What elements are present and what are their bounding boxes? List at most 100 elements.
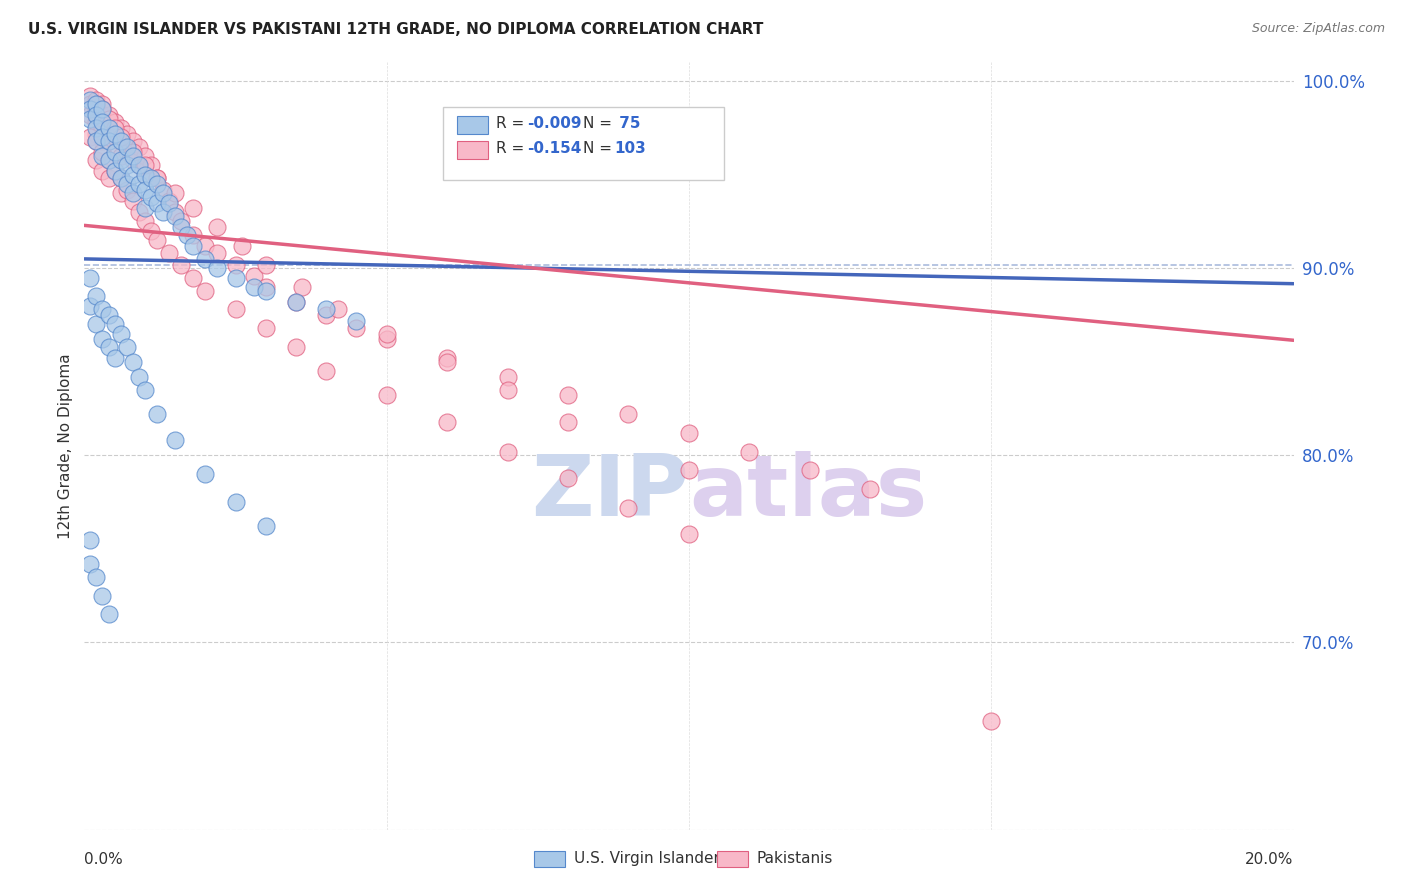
- Point: [285, 294, 308, 309]
- Point: [79, 112, 101, 126]
- Point: [496, 383, 519, 397]
- Point: [97, 112, 120, 126]
- Point: [79, 93, 101, 107]
- Point: [91, 332, 114, 346]
- Point: [115, 139, 138, 153]
- Point: [165, 209, 187, 223]
- Point: [97, 607, 120, 622]
- Point: [291, 280, 314, 294]
- Text: R =: R =: [496, 116, 530, 130]
- Point: [557, 388, 579, 402]
- Point: [79, 557, 101, 571]
- Point: [496, 369, 519, 384]
- Point: [134, 168, 156, 182]
- Point: [104, 164, 127, 178]
- Point: [115, 340, 138, 354]
- Point: [134, 383, 156, 397]
- Point: [79, 102, 101, 116]
- Text: N =: N =: [583, 116, 617, 130]
- Point: [115, 183, 138, 197]
- Text: 103: 103: [614, 141, 647, 155]
- Point: [146, 233, 169, 247]
- Point: [242, 280, 264, 294]
- Point: [104, 351, 127, 365]
- Point: [79, 299, 101, 313]
- Point: [86, 134, 108, 148]
- Text: Pakistanis: Pakistanis: [756, 851, 832, 865]
- Point: [315, 364, 337, 378]
- Point: [97, 120, 120, 135]
- Point: [165, 434, 187, 448]
- Point: [436, 415, 458, 429]
- Point: [157, 246, 180, 260]
- Point: [436, 351, 458, 365]
- Point: [110, 153, 132, 167]
- Point: [104, 130, 127, 145]
- Point: [146, 177, 169, 191]
- Point: [194, 252, 217, 266]
- Point: [207, 246, 229, 260]
- Point: [79, 130, 101, 145]
- Point: [157, 195, 180, 210]
- Point: [86, 108, 108, 122]
- Point: [86, 115, 108, 129]
- Point: [134, 149, 156, 163]
- Point: [91, 302, 114, 317]
- Point: [157, 194, 180, 208]
- Point: [181, 239, 204, 253]
- Point: [254, 280, 277, 294]
- Point: [315, 308, 337, 322]
- Point: [181, 227, 204, 242]
- Point: [375, 388, 398, 402]
- Point: [91, 96, 114, 111]
- Point: [181, 270, 204, 285]
- Point: [170, 258, 193, 272]
- Point: [557, 415, 579, 429]
- Point: [104, 115, 127, 129]
- Point: [115, 127, 138, 141]
- Point: [86, 102, 108, 116]
- Point: [97, 134, 120, 148]
- Point: [617, 500, 640, 515]
- Text: 0.0%: 0.0%: [84, 852, 124, 867]
- Point: [128, 158, 150, 172]
- Point: [328, 302, 350, 317]
- Point: [91, 130, 114, 145]
- Point: [139, 224, 162, 238]
- Text: atlas: atlas: [689, 450, 927, 533]
- Point: [170, 220, 193, 235]
- Point: [121, 168, 143, 182]
- Point: [97, 171, 120, 186]
- Point: [91, 108, 114, 122]
- Point: [97, 120, 120, 135]
- Point: [496, 444, 519, 458]
- Point: [194, 239, 217, 253]
- Point: [86, 570, 108, 584]
- Point: [79, 89, 101, 103]
- Point: [436, 355, 458, 369]
- Point: [91, 149, 114, 163]
- Point: [128, 139, 150, 153]
- Point: [97, 153, 120, 167]
- Point: [110, 149, 132, 163]
- Point: [678, 527, 700, 541]
- Point: [110, 171, 132, 186]
- Point: [121, 145, 143, 160]
- Point: [121, 149, 143, 163]
- Point: [242, 268, 264, 283]
- Point: [110, 134, 132, 148]
- Point: [110, 326, 132, 341]
- Point: [110, 171, 132, 186]
- Point: [678, 463, 700, 477]
- Text: ZIP: ZIP: [531, 450, 689, 533]
- Point: [115, 145, 138, 160]
- Point: [121, 194, 143, 208]
- Point: [315, 302, 337, 317]
- Point: [104, 318, 127, 332]
- Point: [134, 183, 156, 197]
- Point: [146, 195, 169, 210]
- Point: [346, 321, 368, 335]
- Point: [86, 153, 108, 167]
- Point: [799, 463, 821, 477]
- Point: [225, 258, 247, 272]
